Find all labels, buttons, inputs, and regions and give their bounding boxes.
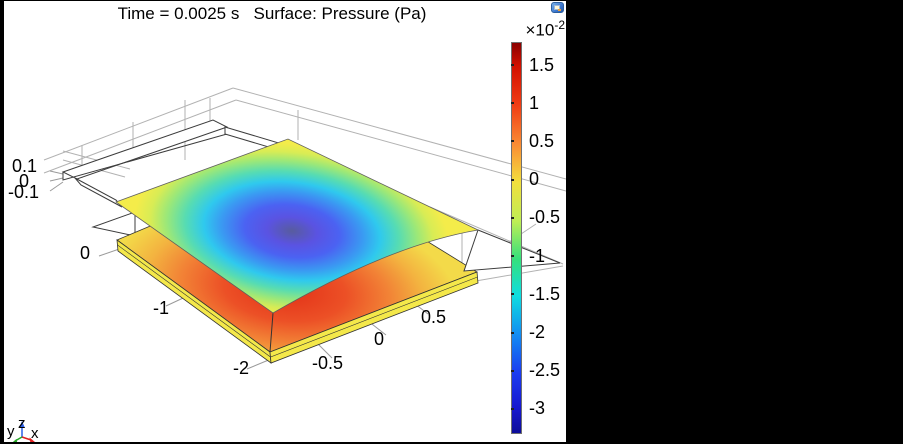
plot-window-dot <box>558 9 561 11</box>
x-axis-label: 0.5 <box>421 307 447 327</box>
colorbar-tick-mark <box>511 102 514 104</box>
colorbar-tick-mark <box>511 370 514 372</box>
triad-label-x: x <box>31 425 39 442</box>
colorbar-tick-label: -1.5 <box>529 284 561 304</box>
colorbar-tick-label: -2.5 <box>529 360 561 380</box>
colorbar-tick-label: 0 <box>529 169 540 189</box>
plot-window-glyph <box>554 5 561 11</box>
colorbar-tick-mark <box>511 217 514 219</box>
plate-side-right <box>269 271 479 364</box>
x-axis-label: -0.5 <box>312 353 344 373</box>
coordinate-triad <box>12 421 35 442</box>
x-axis-label: 0 <box>374 329 385 349</box>
colorbar-tick-mark <box>511 64 514 66</box>
graphics-area[interactable]: Time = 0.0025 s Surface: Pressure (Pa) ×… <box>4 1 566 442</box>
colorbar-tick-label: -1 <box>529 246 546 266</box>
z-axis-label: -0.1 <box>8 182 40 202</box>
plot-group-icon[interactable] <box>551 2 564 13</box>
y-axis-label: -1 <box>153 298 170 318</box>
colorbar-tick-label: 0.5 <box>529 131 555 151</box>
z-axis-arrow <box>19 421 25 428</box>
colorbar-tick-label: -0.5 <box>529 207 561 227</box>
device-frame <box>61 119 293 237</box>
colorbar-tick-label: -3 <box>529 398 546 418</box>
z-axis-label: 0 <box>19 171 30 191</box>
z-axis-label: 0.1 <box>12 156 38 176</box>
colorbar-exponent: ×10-2 <box>525 18 565 40</box>
colorbar-tick-mark <box>511 408 514 410</box>
plot-3d-scene <box>12 87 566 442</box>
triad-label-y: y <box>7 423 15 440</box>
plot-title: Time = 0.0025 s Surface: Pressure (Pa) <box>117 4 427 23</box>
x-axis-arrow <box>29 437 35 442</box>
colorbar-tick-label: 1 <box>529 93 540 113</box>
colorbar-tick-label: -2 <box>529 322 546 342</box>
colorbar-tick-mark <box>511 332 514 334</box>
y-axis-arrow <box>12 439 18 442</box>
colorbar-tick-mark <box>511 255 514 257</box>
colorbar-tick-mark <box>511 179 514 181</box>
colorbar-tick-mark <box>511 140 514 142</box>
colorbar-gradient <box>511 42 522 434</box>
corner-seam <box>269 312 274 353</box>
triad-label-z: z <box>18 415 26 432</box>
y-axis-label: -2 <box>233 358 250 378</box>
left-corner-wedge <box>91 211 136 237</box>
colorbar-tick-label: 1.5 <box>529 55 555 75</box>
y-axis-label: 0 <box>80 243 91 263</box>
pressure-surface-top <box>115 138 480 314</box>
colorbar-tick-mark <box>511 293 514 295</box>
